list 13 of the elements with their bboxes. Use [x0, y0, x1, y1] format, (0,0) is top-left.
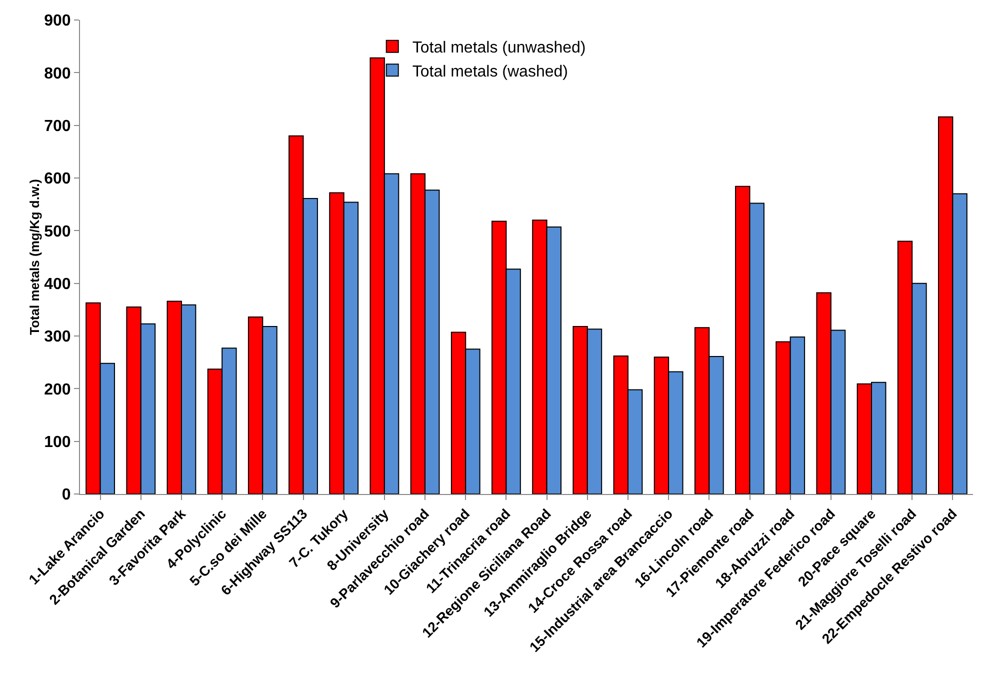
y-tick-label: 200 [44, 381, 71, 398]
legend-label: Total metals (washed) [412, 63, 568, 80]
y-tick-label: 300 [44, 328, 71, 346]
y-tick-label: 900 [44, 12, 71, 30]
legend-label: Total metals (unwashed) [412, 40, 586, 57]
y-axis-title: Total metals (mg/Kg d.w.) [27, 178, 42, 336]
y-tick-label: 500 [44, 223, 71, 240]
y-tick-label: 0 [62, 486, 71, 504]
y-tick-label: 400 [44, 276, 71, 293]
y-tick-label: 600 [44, 170, 71, 188]
y-tick-label: 800 [44, 65, 71, 82]
y-tick-label: 100 [44, 434, 71, 451]
y-tick-label: 700 [44, 118, 71, 135]
